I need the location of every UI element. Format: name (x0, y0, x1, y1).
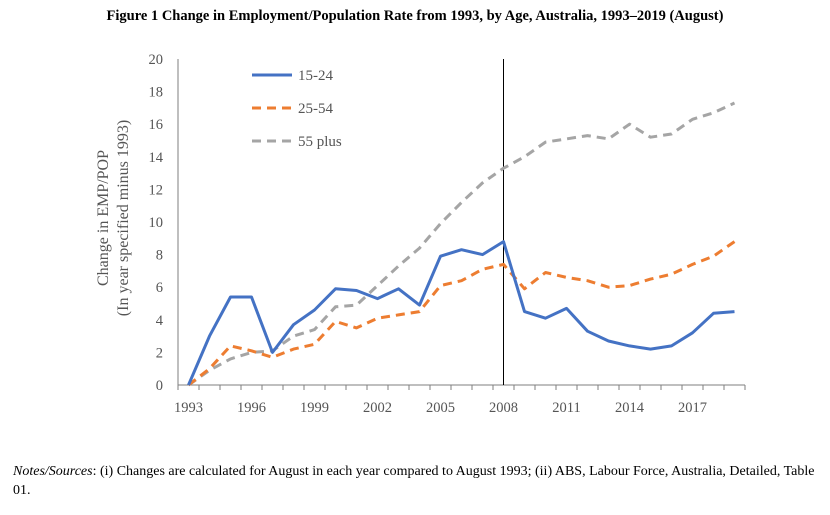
series-layer (187, 101, 736, 387)
legend-label-55-plus: 55 plus (298, 134, 342, 150)
x-tick-label: 1996 (237, 400, 266, 416)
series-line-25-54 (187, 240, 736, 387)
legend: 15-24 25-54 55 plus (252, 68, 342, 150)
y-tick-label: 16 (149, 117, 164, 133)
figure-title: Figure 1 Change in Employment/Population… (106, 8, 724, 24)
y-tick-label: 6 (156, 280, 163, 296)
notes-sources: Notes/Sources: (i) Changes are calculate… (13, 462, 825, 500)
y-tick-label: 10 (149, 215, 164, 231)
y-axis-title-line1: Change in EMP/POP (95, 150, 112, 286)
x-tick-label: 1993 (174, 400, 203, 416)
line-chart: 0 2 4 6 8 10 12 14 16 18 20 1993 1996 1999 2002 2005 200… (95, 52, 746, 416)
x-tick-label: 2002 (363, 400, 392, 416)
x-tick-label: 2011 (552, 400, 580, 416)
y-tick-label: 2 (156, 345, 163, 361)
y-tick-label: 20 (149, 52, 164, 68)
series-line-15-24 (187, 240, 735, 386)
x-tick-label: 2008 (489, 400, 518, 416)
x-tick-label: 2005 (426, 400, 455, 416)
y-tick-label: 4 (156, 313, 164, 329)
y-tick-label: 12 (149, 182, 164, 198)
y-tick-label: 8 (156, 248, 163, 264)
x-tick-label: 2017 (678, 400, 707, 416)
axes: 0 2 4 6 8 10 12 14 16 18 20 1993 1996 1999 2002 2005 200… (149, 52, 746, 416)
y-tick-label: 0 (156, 378, 163, 394)
x-tick-label: 1999 (300, 400, 329, 416)
notes-label: Notes/Sources (13, 464, 93, 479)
y-axis-title-line2: (In year specified minus 1993) (115, 120, 132, 316)
x-tick-label: 2014 (615, 400, 645, 416)
legend-label-15-24: 15-24 (298, 68, 333, 84)
y-tick-label: 18 (149, 85, 164, 101)
y-tick-label: 14 (149, 150, 164, 166)
notes-text: : (i) Changes are calculated for August … (13, 464, 815, 498)
legend-label-25-54: 25-54 (298, 101, 333, 117)
